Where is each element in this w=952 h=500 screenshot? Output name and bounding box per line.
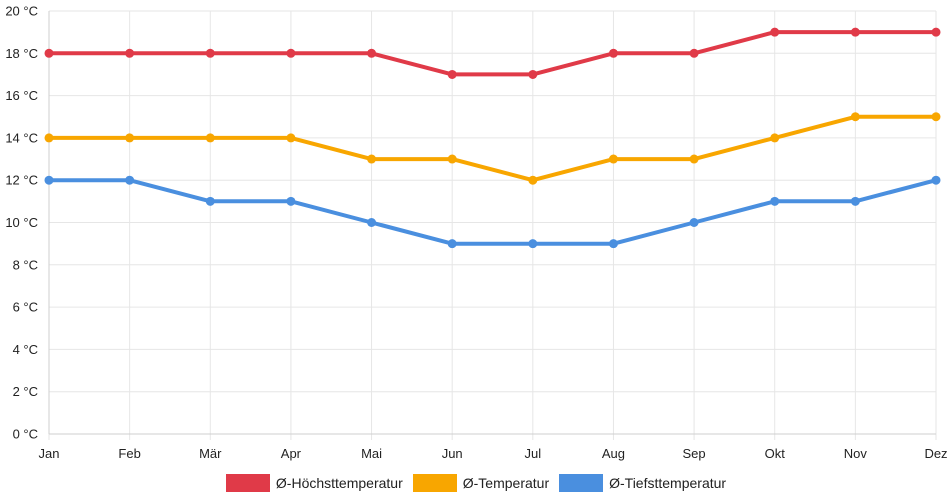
- x-tick-label: Sep: [683, 446, 706, 461]
- series-group: [44, 27, 941, 249]
- y-tick-label: 10 °C: [5, 215, 38, 230]
- data-point[interactable]: [608, 154, 618, 164]
- data-point[interactable]: [367, 218, 377, 227]
- y-tick-label: 18 °C: [5, 46, 38, 61]
- legend-label-low: Ø-Tiefsttemperatur: [609, 475, 727, 491]
- series-line: [47, 30, 938, 77]
- data-point[interactable]: [367, 48, 377, 58]
- data-point[interactable]: [689, 154, 699, 164]
- data-point[interactable]: [205, 196, 215, 206]
- data-point[interactable]: [608, 239, 618, 249]
- data-point[interactable]: [205, 48, 215, 58]
- y-tick-label: 12 °C: [5, 173, 38, 188]
- data-point[interactable]: [528, 175, 538, 185]
- data-point[interactable]: [447, 154, 457, 164]
- y-tick-label: 2 °C: [13, 384, 38, 399]
- y-tick-label: 14 °C: [5, 130, 38, 145]
- data-point[interactable]: [286, 196, 296, 206]
- chart-plot: 0 °C 2 °C 4 °C 6 °C 8 °C 10 °C 12 °C 14 °C 16 °C…: [5, 4, 948, 462]
- data-point[interactable]: [44, 48, 54, 58]
- legend-item-avg[interactable]: Ø-Temperatur: [412, 474, 550, 492]
- data-point[interactable]: [770, 27, 780, 37]
- x-tick-label: Mär: [199, 446, 222, 461]
- data-point[interactable]: [44, 133, 54, 143]
- data-point[interactable]: [931, 175, 941, 185]
- legend-item-high[interactable]: Ø-Höchsttemperatur: [225, 474, 403, 492]
- series-1: [44, 112, 941, 185]
- data-point[interactable]: [689, 218, 699, 227]
- y-tick-label: 8 °C: [13, 257, 38, 272]
- data-point[interactable]: [850, 196, 860, 206]
- data-point[interactable]: [770, 133, 780, 143]
- series-0: [44, 27, 941, 79]
- x-tick-label: Nov: [844, 446, 868, 461]
- x-tick-label: Jul: [525, 446, 542, 461]
- legend: Ø-Höchsttemperatur Ø-Temperatur Ø-Tiefst…: [0, 471, 952, 495]
- data-point[interactable]: [528, 69, 538, 79]
- x-tick-label: Jan: [39, 446, 60, 461]
- data-point[interactable]: [931, 112, 941, 122]
- data-point[interactable]: [367, 154, 377, 164]
- x-tick-label: Apr: [281, 446, 302, 461]
- x-tick-label: Jun: [442, 446, 463, 461]
- data-point[interactable]: [286, 48, 296, 58]
- data-point[interactable]: [44, 175, 54, 185]
- legend-item-low[interactable]: Ø-Tiefsttemperatur: [559, 474, 726, 492]
- data-point[interactable]: [286, 133, 296, 143]
- data-point[interactable]: [447, 69, 457, 79]
- data-point[interactable]: [528, 239, 538, 249]
- data-point[interactable]: [608, 48, 618, 58]
- data-point[interactable]: [770, 196, 780, 206]
- x-tick-label: Feb: [118, 446, 140, 461]
- legend-label-high: Ø-Höchsttemperatur: [275, 475, 403, 491]
- data-point[interactable]: [447, 239, 457, 249]
- data-point[interactable]: [125, 133, 135, 143]
- data-point[interactable]: [205, 133, 215, 143]
- legend-label-avg: Ø-Temperatur: [462, 475, 550, 491]
- x-tick-label: Okt: [765, 446, 786, 461]
- x-tick-label: Mai: [361, 446, 382, 461]
- data-point[interactable]: [850, 112, 860, 122]
- y-tick-label: 6 °C: [13, 300, 38, 315]
- data-point[interactable]: [125, 175, 135, 185]
- series-line: [47, 114, 938, 183]
- x-tick-label: Aug: [602, 446, 625, 461]
- x-axis-ticks: Jan Feb Mär Apr Mai Jun Jul Aug Sep Okt Nov Dez: [39, 446, 948, 461]
- data-point[interactable]: [931, 27, 941, 37]
- y-axis-ticks: 0 °C 2 °C 4 °C 6 °C 8 °C 10 °C 12 °C 14 °C 16 °C…: [5, 4, 38, 442]
- series-2: [44, 175, 941, 249]
- data-point[interactable]: [689, 48, 699, 58]
- y-tick-label: 0 °C: [13, 427, 38, 442]
- legend-swatch-high: [225, 474, 270, 492]
- data-point[interactable]: [125, 48, 135, 58]
- y-tick-label: 16 °C: [5, 88, 38, 103]
- y-tick-label: 20 °C: [5, 4, 38, 19]
- series-line: [47, 178, 938, 246]
- legend-swatch-low: [559, 474, 604, 492]
- legend-swatch-avg: [412, 474, 457, 492]
- x-tick-label: Dez: [924, 446, 947, 461]
- data-point[interactable]: [850, 27, 860, 37]
- grid: [48, 10, 937, 440]
- y-tick-label: 4 °C: [13, 342, 38, 357]
